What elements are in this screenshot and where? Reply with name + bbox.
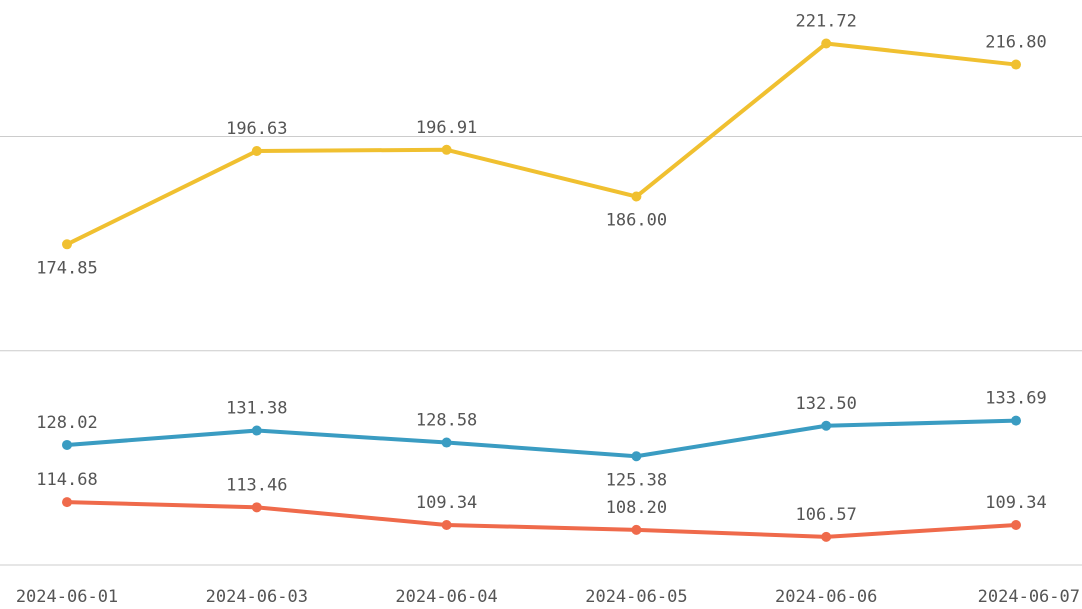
data-point (441, 519, 452, 530)
data-label: 114.68 (36, 470, 97, 490)
data-point (251, 145, 262, 156)
x-tick-label: 2024-06-06 (775, 587, 877, 607)
data-label: 106.57 (795, 505, 856, 525)
data-point (62, 497, 72, 508)
data-label: 125.38 (606, 470, 667, 490)
data-label: 109.34 (985, 493, 1046, 513)
data-point (62, 239, 72, 250)
x-tick-label: 2024-06-07 (978, 587, 1080, 607)
data-label: 221.72 (795, 11, 856, 31)
data-point (631, 524, 642, 535)
data-label: 133.69 (985, 389, 1046, 409)
data-point (251, 425, 262, 436)
x-tick-label: 2024-06-04 (395, 587, 497, 607)
data-label: 128.02 (36, 413, 97, 433)
data-point (441, 144, 452, 155)
data-label: 174.85 (36, 258, 97, 278)
data-label: 132.50 (795, 394, 856, 414)
data-point (821, 38, 832, 49)
data-point (1011, 59, 1021, 70)
x-tick-label: 2024-06-03 (206, 587, 308, 607)
data-point (821, 531, 832, 542)
x-tick-label: 2024-06-05 (585, 587, 687, 607)
data-label: 196.91 (416, 118, 477, 138)
data-label: 216.80 (985, 33, 1046, 53)
series-line (66, 41, 1017, 247)
data-point (62, 439, 72, 450)
data-label: 131.38 (226, 399, 287, 419)
data-point (251, 502, 262, 513)
data-label: 108.20 (606, 498, 667, 518)
x-tick-label: 2024-06-01 (16, 587, 118, 607)
data-label: 109.34 (416, 493, 477, 513)
data-point (1011, 519, 1021, 530)
data-label: 196.63 (226, 119, 287, 139)
data-label: 113.46 (226, 475, 287, 495)
data-point (631, 451, 642, 462)
series-line (66, 500, 1017, 539)
data-point (441, 437, 452, 448)
data-label: 128.58 (416, 411, 477, 431)
series-line (66, 418, 1017, 459)
data-label: 186.00 (606, 211, 667, 231)
data-point (631, 191, 642, 202)
data-point (821, 420, 832, 431)
data-point (1011, 415, 1021, 426)
